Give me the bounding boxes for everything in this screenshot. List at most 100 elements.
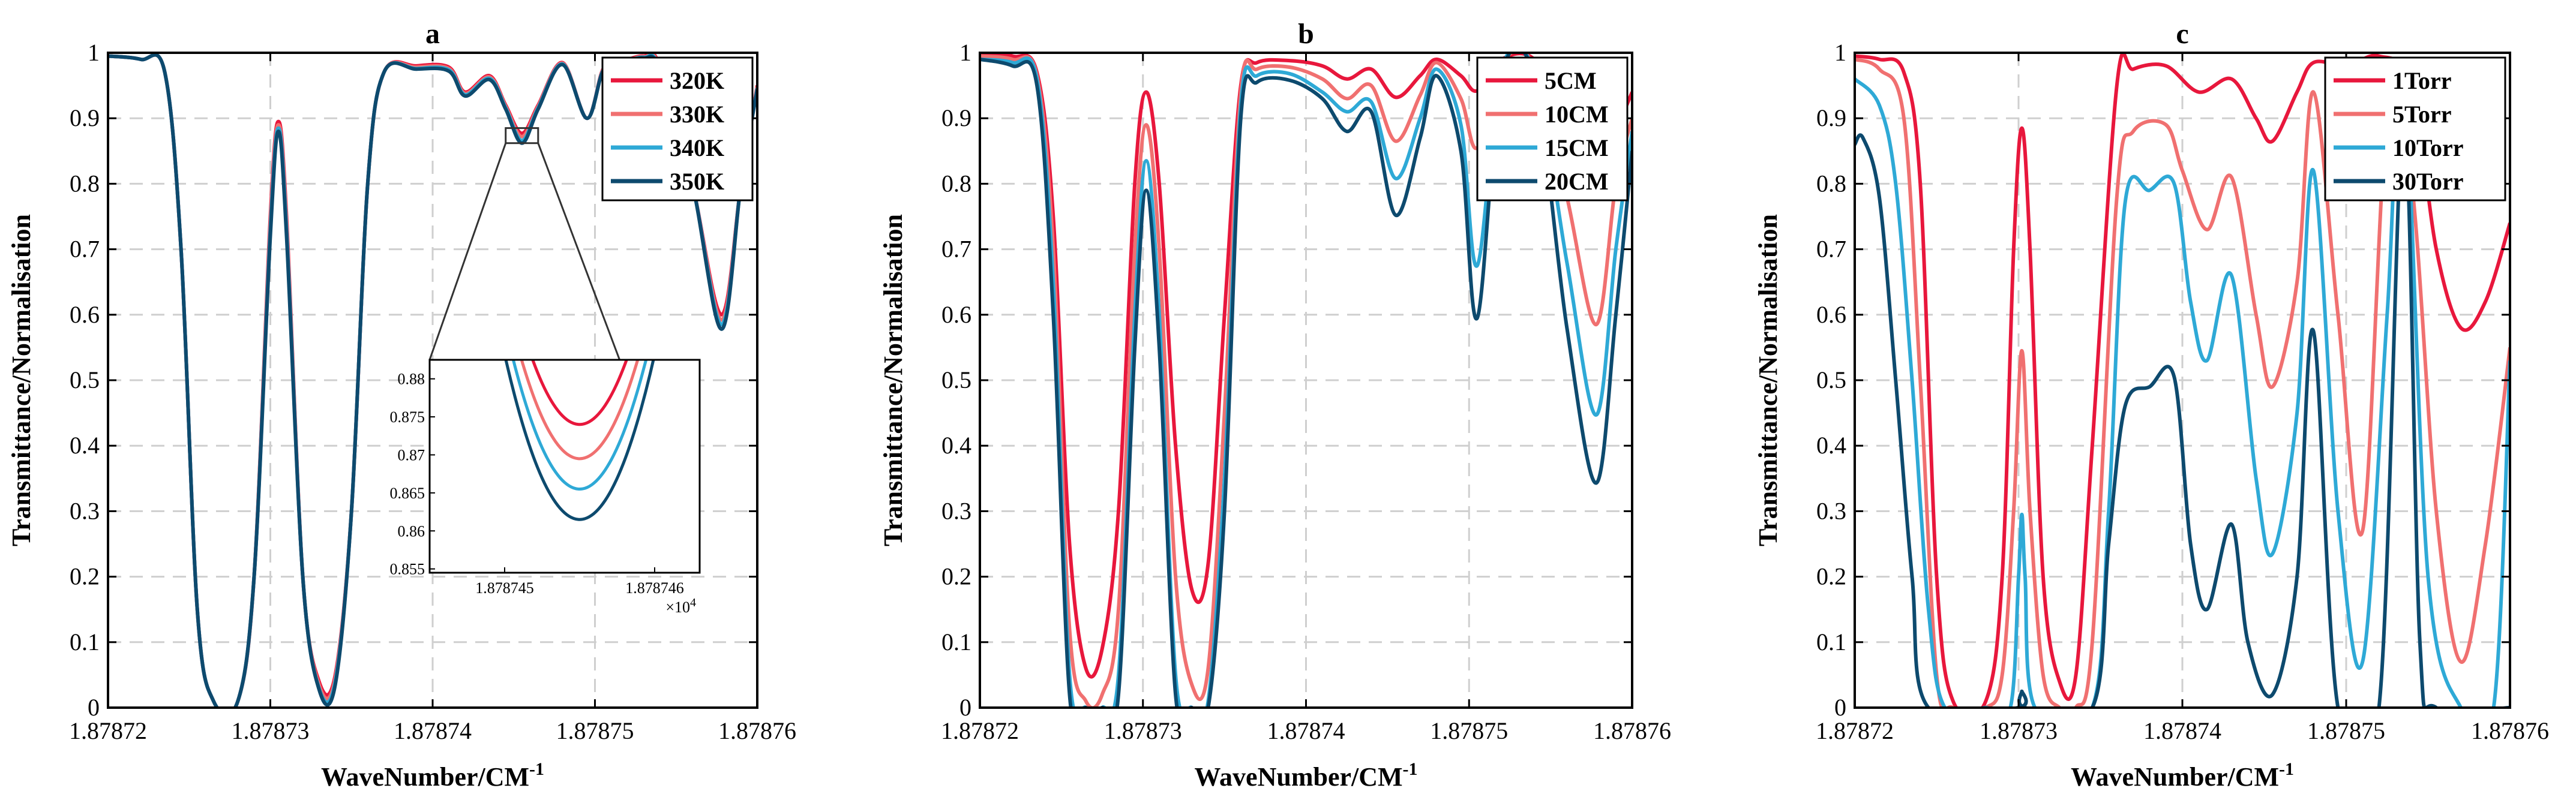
y-tick-label: 0.8 — [70, 170, 100, 197]
legend: 1Torr 5Torr 10Torr 30Torr — [2324, 56, 2506, 202]
y-tick-label: 0.3 — [1816, 497, 1846, 524]
grid-lines — [980, 53, 1632, 708]
x-tick-label: 1.87872 — [69, 717, 147, 744]
legend-label: 10CM — [1545, 101, 1609, 128]
y-tick-label: 0.7 — [1816, 236, 1846, 263]
zoom-box — [505, 127, 539, 145]
y-tick-label: 1 — [88, 39, 100, 66]
inset-series-line-340K — [511, 360, 648, 491]
y-tick-label: 0 — [88, 694, 100, 721]
x-tick-label: 1.87873 — [1980, 717, 2058, 744]
inset-series-line-320K — [531, 360, 628, 426]
inset-series — [504, 360, 655, 521]
x-tick-label: 1.87876 — [718, 717, 796, 744]
x-axis-label-superscript: -1 — [1403, 759, 1418, 779]
x-tick-label: 1.87874 — [394, 717, 472, 744]
legend-label: 350K — [670, 168, 724, 195]
x-tick-label: 1.87874 — [2143, 717, 2221, 744]
legend-label: 5Torr — [2392, 101, 2452, 128]
legend: 5CM 10CM 15CM 20CM — [1476, 56, 1629, 202]
y-tick-label: 0.8 — [1816, 170, 1846, 197]
panel-a: 0 0.1 0.2 0.3 0.4 0.5 0.6 0.7 0.8 0.9 1 1.87872 1.87… — [7, 18, 796, 792]
chart-title: a — [425, 18, 440, 50]
inset-y-tick-label: 0.875 — [390, 408, 425, 426]
y-tick-label: 0.2 — [70, 563, 100, 590]
legend-label: 5CM — [1545, 67, 1597, 94]
x-axis-label: WaveNumber/CM-1 — [1194, 759, 1417, 792]
legend-label: 10Torr — [2392, 134, 2464, 161]
y-tick-label: 0.7 — [941, 236, 971, 263]
y-axis-label: Transmittance/Normalisation — [1753, 214, 1783, 546]
y-tick-label: 1 — [1834, 39, 1846, 66]
y-tick-label: 0.6 — [1816, 301, 1846, 328]
y-tick-label: 0.9 — [1816, 104, 1846, 131]
zoom-connector-left — [428, 143, 507, 360]
series-line-30Torr — [1855, 116, 2510, 708]
legend-item-20CM: 20CM — [1486, 168, 1609, 195]
legend-item-350K: 350K — [611, 168, 724, 195]
y-axis-label: Transmittance/Normalisation — [7, 214, 36, 546]
y-tick-label: 0.6 — [941, 301, 971, 328]
legend-label: 340K — [670, 134, 724, 161]
x-axis-label-superscript: -1 — [2279, 759, 2294, 779]
x-tick-label: 1.87875 — [556, 717, 634, 744]
inset-x-tick-label: 1.878745 — [475, 579, 534, 597]
inset-y-tick-label: 0.86 — [398, 522, 425, 540]
inset-exponent-base: ×10 — [665, 599, 690, 616]
x-axis-label-text: WaveNumber/CM — [1194, 762, 1402, 792]
y-tick-label: 0.9 — [70, 104, 100, 131]
legend-item-30Torr: 30Torr — [2334, 168, 2464, 195]
x-tick-label: 1.87872 — [941, 717, 1019, 744]
x-axis-label: WaveNumber/CM-1 — [2071, 759, 2294, 792]
y-tick-label: 0.3 — [70, 497, 100, 524]
y-tick-label: 0.1 — [1816, 628, 1846, 655]
y-tick-label: 0.6 — [70, 301, 100, 328]
x-tick-label: 1.87875 — [2307, 717, 2385, 744]
y-tick-label: 0.5 — [941, 366, 971, 393]
panel-b: 0 0.1 0.2 0.3 0.4 0.5 0.6 0.7 0.8 0.9 1 1.87872 1.87… — [878, 18, 1671, 792]
x-tick-label: 1.87875 — [1430, 717, 1508, 744]
legend-label: 320K — [670, 67, 724, 94]
x-axis-label-text: WaveNumber/CM — [2071, 762, 2279, 792]
y-tick-label: 0.8 — [941, 170, 971, 197]
inset-x-tick-label: 1.878746 — [625, 579, 684, 597]
legend-item-340K: 340K — [611, 134, 724, 161]
x-tick-label: 1.87876 — [1593, 717, 1671, 744]
y-tick-label: 0.4 — [70, 432, 100, 459]
y-tick-label: 0.2 — [941, 563, 971, 590]
x-axis-label-superscript: -1 — [529, 759, 544, 779]
legend: 320K 330K 340K 350K — [601, 56, 754, 202]
y-tick-label: 0.5 — [70, 366, 100, 393]
y-tick-label: 0.1 — [70, 628, 100, 655]
inset-y-tick-label: 0.87 — [398, 446, 425, 464]
series-line-20CM — [980, 53, 1632, 708]
y-tick-label: 0.9 — [941, 104, 971, 131]
y-axis-label: Transmittance/Normalisation — [878, 214, 908, 546]
x-tick-label: 1.87876 — [2471, 717, 2549, 744]
inset-series-line-330K — [520, 360, 640, 461]
chart-title: c — [2176, 18, 2188, 50]
y-tick-label: 0.4 — [941, 432, 971, 459]
inset-frame-bg — [428, 359, 701, 574]
y-tick-label: 0 — [1834, 694, 1846, 721]
legend-item-5CM: 5CM — [1486, 67, 1597, 94]
legend-label: 20CM — [1545, 168, 1609, 195]
panel-c: 0 0.1 0.2 0.3 0.4 0.5 0.6 0.7 0.8 0.9 1 1.87872 1.87… — [1753, 18, 2549, 792]
inset-series-line-350K — [504, 360, 655, 521]
legend-box — [1476, 56, 1629, 202]
y-tick-label: 0.1 — [941, 628, 971, 655]
chart-title: b — [1298, 18, 1314, 50]
y-tick-label: 0.5 — [1816, 366, 1846, 393]
series-line-5CM — [980, 53, 1632, 679]
y-tick-label: 0.4 — [1816, 432, 1846, 459]
legend-item-5Torr: 5Torr — [2334, 101, 2452, 128]
legend-item-10Torr: 10Torr — [2334, 134, 2464, 161]
legend-item-10CM: 10CM — [1486, 101, 1609, 128]
legend-item-330K: 330K — [611, 101, 724, 128]
x-tick-label: 1.87874 — [1267, 717, 1345, 744]
y-tick-label: 1 — [959, 39, 971, 66]
legend-label: 30Torr — [2392, 168, 2464, 195]
legend-item-320K: 320K — [611, 67, 724, 94]
x-axis-label-text: WaveNumber/CM — [321, 762, 529, 792]
